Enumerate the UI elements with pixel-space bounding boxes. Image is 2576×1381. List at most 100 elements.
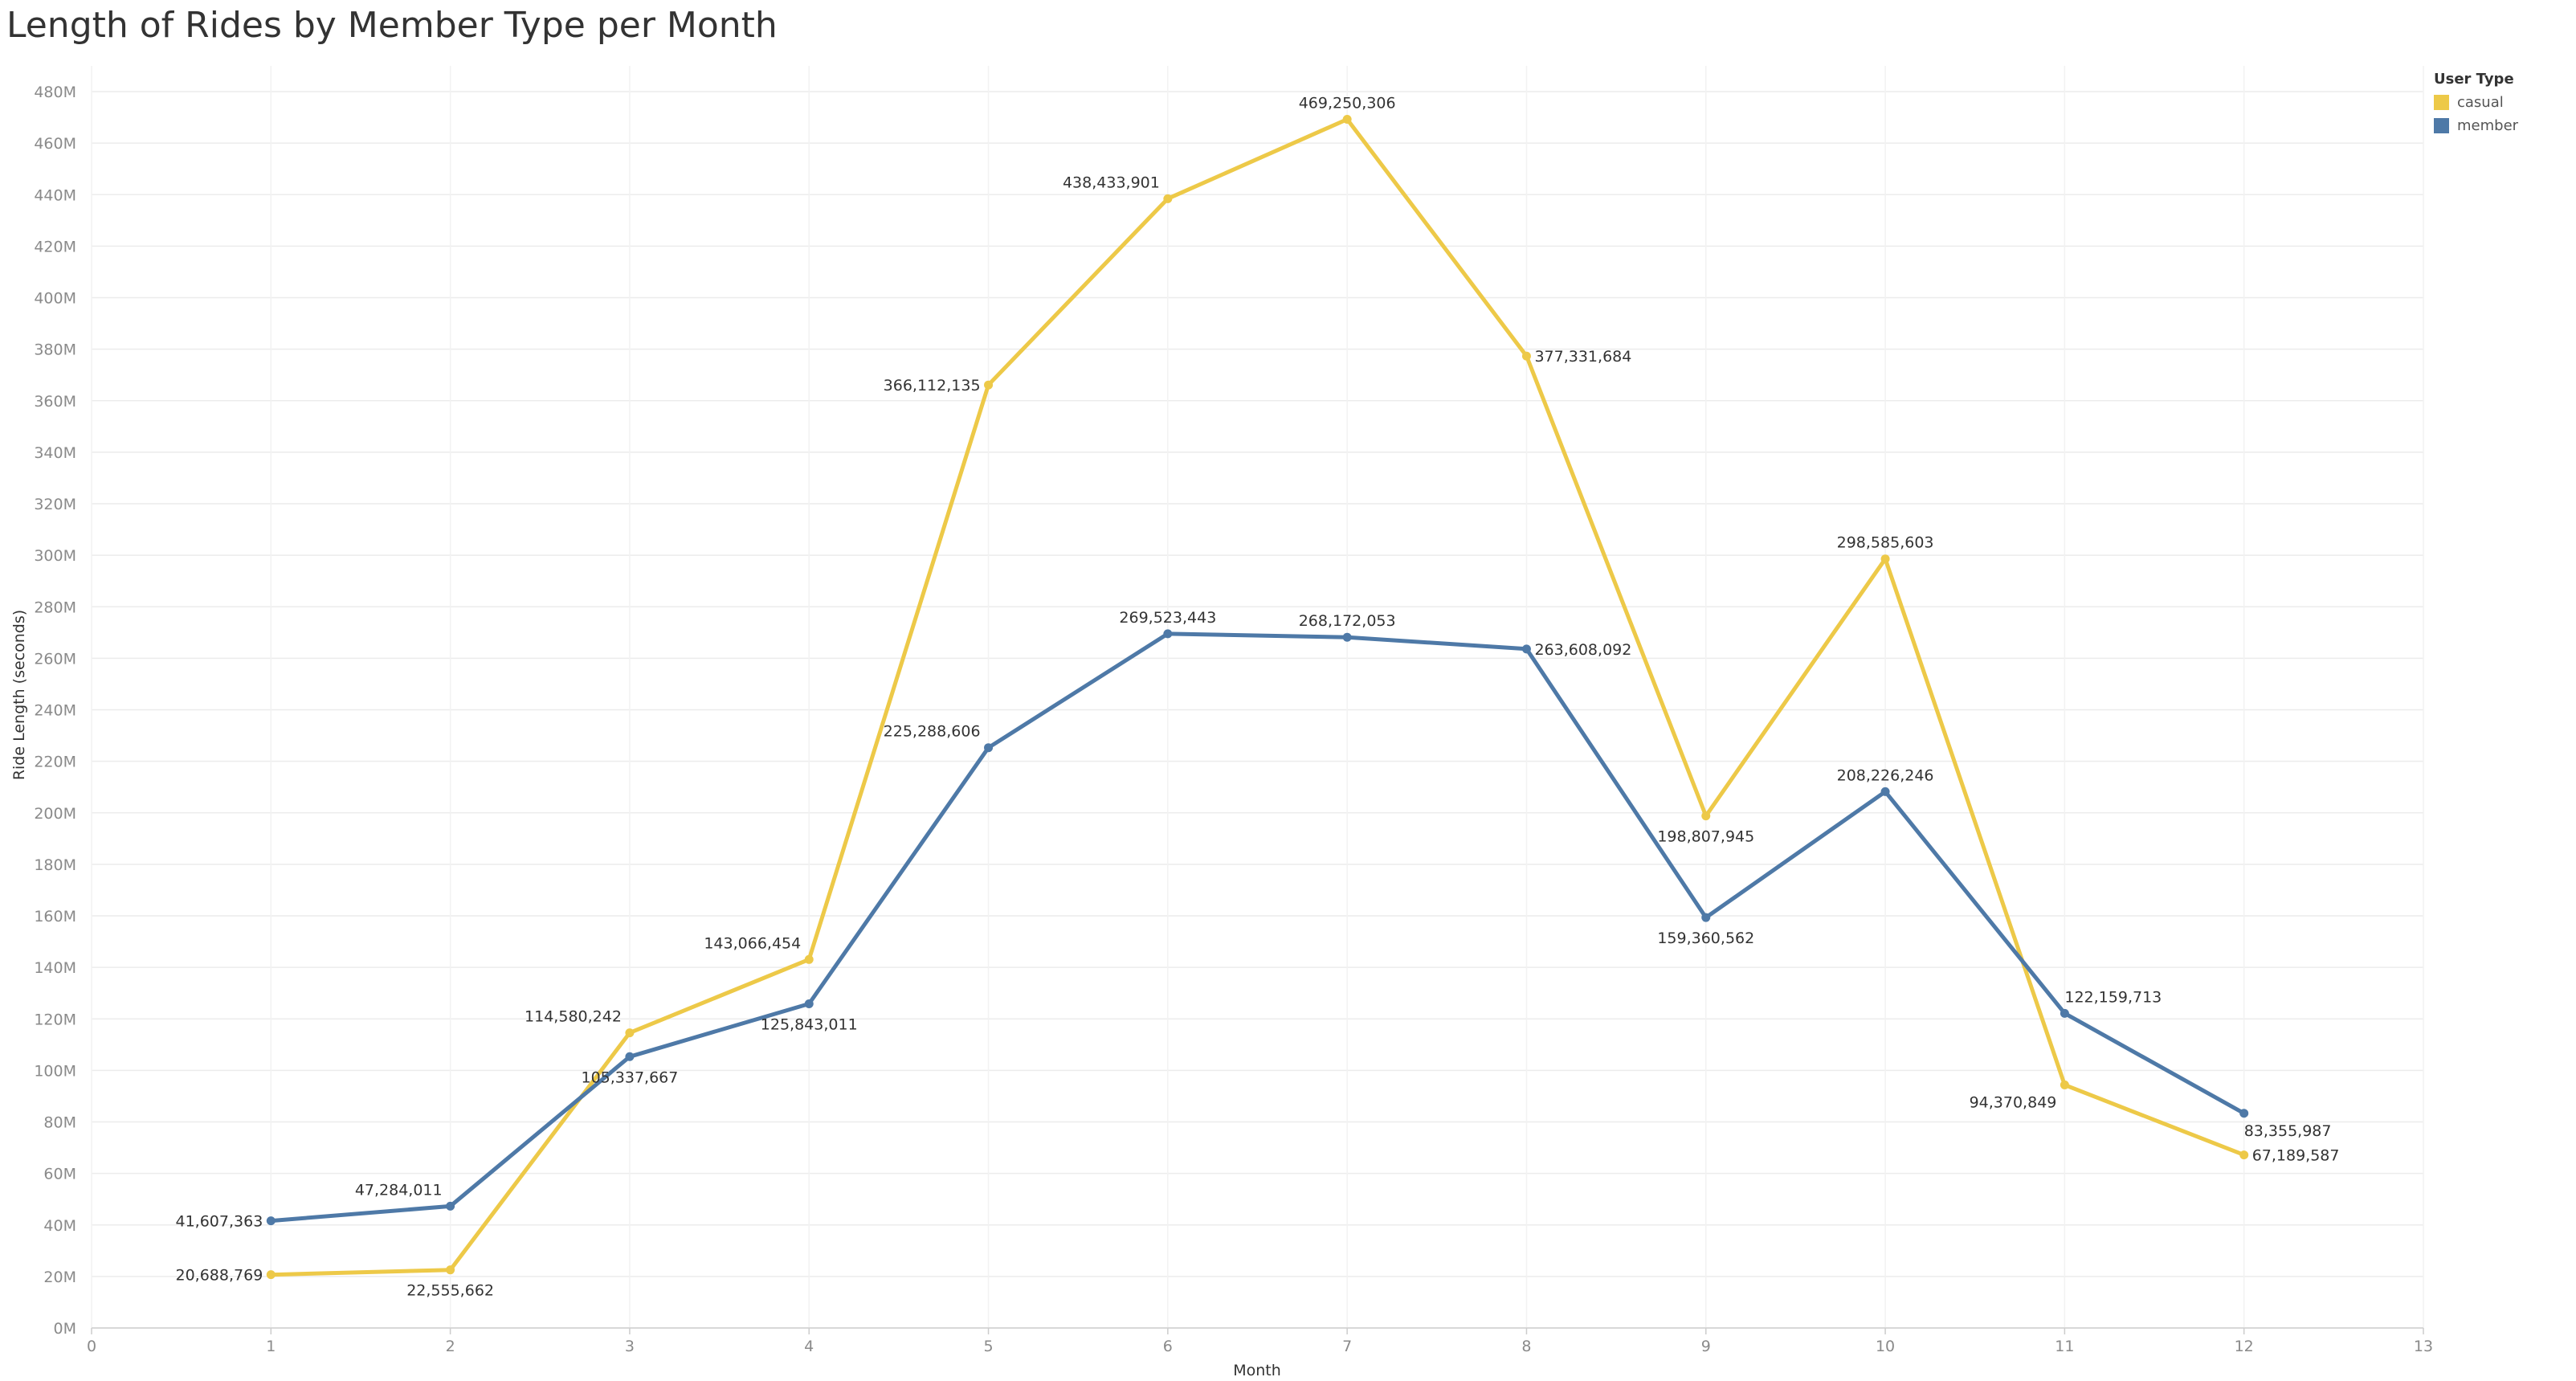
x-tick-label: 5 xyxy=(983,1338,993,1355)
data-point-casual xyxy=(2239,1150,2249,1160)
x-tick-label: 11 xyxy=(2055,1338,2074,1355)
y-tick-label: 100M xyxy=(34,1062,76,1080)
y-tick-label: 160M xyxy=(34,908,76,925)
data-point-member xyxy=(1342,632,1352,642)
legend-label-member: member xyxy=(2457,117,2519,134)
data-point-casual xyxy=(1163,194,1173,203)
data-point-casual xyxy=(1342,115,1352,125)
x-tick-label: 0 xyxy=(87,1338,96,1355)
series-line-member xyxy=(268,631,2247,1224)
data-point-member xyxy=(266,1216,276,1226)
x-tick-label: 1 xyxy=(266,1338,276,1355)
y-tick-label: 0M xyxy=(54,1320,76,1338)
data-label-member: 125,843,011 xyxy=(761,1016,858,1034)
data-point-casual xyxy=(266,1270,276,1280)
y-tick-label: 240M xyxy=(34,702,76,720)
data-point-casual xyxy=(984,380,994,390)
legend-item-casual[interactable]: casual xyxy=(2434,91,2518,114)
y-tick-label: 40M xyxy=(43,1217,76,1235)
y-tick-label: 480M xyxy=(34,84,76,101)
data-label-member: 83,355,987 xyxy=(2244,1122,2332,1140)
y-axis-title: Ride Length (seconds) xyxy=(10,610,28,780)
data-point-casual xyxy=(1880,554,1890,564)
data-label-member: 268,172,053 xyxy=(1299,612,1396,630)
data-point-casual xyxy=(1701,811,1711,821)
data-label-casual: 114,580,242 xyxy=(525,1008,622,1026)
data-point-member xyxy=(2239,1109,2249,1118)
data-point-member xyxy=(2060,1008,2069,1018)
data-label-member: 41,607,363 xyxy=(176,1213,263,1231)
data-point-member xyxy=(1163,629,1173,639)
y-tick-label: 260M xyxy=(34,650,76,668)
y-tick-label: 140M xyxy=(34,959,76,977)
legend-title: User Type xyxy=(2434,71,2514,88)
data-label-member: 159,360,562 xyxy=(1657,930,1754,947)
data-label-member: 269,523,443 xyxy=(1119,609,1216,627)
data-label-member: 263,608,092 xyxy=(1534,641,1631,659)
x-tick-label: 10 xyxy=(1876,1338,1895,1355)
data-label-member: 208,226,246 xyxy=(1837,766,1934,784)
y-tick-label: 280M xyxy=(34,599,76,616)
data-point-casual xyxy=(2060,1080,2069,1089)
x-axis-title: Month xyxy=(1233,1362,1281,1379)
x-tick-label: 13 xyxy=(2414,1338,2433,1355)
y-tick-label: 200M xyxy=(34,805,76,823)
x-tick-label: 2 xyxy=(446,1338,455,1355)
data-label-casual: 438,433,901 xyxy=(1063,174,1160,191)
data-label-casual: 20,688,769 xyxy=(176,1267,263,1285)
x-tick-label: 8 xyxy=(1521,1338,1531,1355)
y-tick-label: 440M xyxy=(34,186,76,204)
legend-swatch-member xyxy=(2434,118,2449,133)
x-tick-label: 12 xyxy=(2235,1338,2254,1355)
data-point-member xyxy=(1880,787,1890,796)
data-point-member xyxy=(804,999,814,1009)
data-label-casual: 366,112,135 xyxy=(884,377,981,394)
data-label-casual: 67,189,587 xyxy=(2252,1147,2340,1165)
x-tick-label: 3 xyxy=(625,1338,635,1355)
data-label-casual: 377,331,684 xyxy=(1534,348,1631,366)
legend-swatch-casual xyxy=(2434,95,2449,110)
legend: User Type casual member xyxy=(2434,71,2518,137)
data-label-layer: 20,688,769 22,555,662 114,580,242 143,066,4… xyxy=(176,95,2340,1300)
data-point-casual xyxy=(804,954,814,964)
x-tick-label: 7 xyxy=(1342,1338,1352,1355)
x-tick-label: 4 xyxy=(804,1338,814,1355)
series-layer xyxy=(266,115,2249,1280)
grid-layer xyxy=(91,66,2424,1329)
data-point-member xyxy=(625,1052,635,1061)
x-tick-label: 6 xyxy=(1163,1338,1173,1355)
legend-label-casual: casual xyxy=(2457,94,2504,111)
y-tick-label: 340M xyxy=(34,444,76,462)
y-tick-label: 420M xyxy=(34,238,76,255)
y-tick-label: 180M xyxy=(34,856,76,874)
y-tick-label: 60M xyxy=(43,1166,76,1183)
data-label-member: 105,337,667 xyxy=(581,1068,678,1086)
chart-title: Length of Rides by Member Type per Month xyxy=(6,5,778,46)
data-point-member xyxy=(446,1201,455,1211)
y-tick-label: 360M xyxy=(34,393,76,411)
data-label-casual: 94,370,849 xyxy=(1970,1093,2057,1111)
y-tick-label: 380M xyxy=(34,341,76,359)
y-tick-label: 20M xyxy=(43,1269,76,1286)
y-tick-label: 460M xyxy=(34,135,76,153)
data-point-member xyxy=(1521,644,1531,654)
y-tick-label: 220M xyxy=(34,754,76,771)
data-label-casual: 298,585,603 xyxy=(1837,534,1934,552)
data-label-member: 122,159,713 xyxy=(2064,988,2162,1006)
y-tick-label: 400M xyxy=(34,290,76,308)
axis-layer: 0M20M40M60M80M100M120M140M160M180M200M22… xyxy=(34,84,2433,1355)
data-label-member: 47,284,011 xyxy=(355,1181,443,1199)
y-tick-label: 320M xyxy=(34,496,76,513)
data-point-member xyxy=(984,743,994,753)
data-point-casual xyxy=(1521,351,1531,361)
y-tick-label: 80M xyxy=(43,1114,76,1132)
x-tick-label: 9 xyxy=(1701,1338,1711,1355)
data-label-casual: 143,066,454 xyxy=(704,934,801,952)
data-point-casual xyxy=(446,1265,455,1275)
data-label-member: 225,288,606 xyxy=(884,723,981,741)
legend-item-member[interactable]: member xyxy=(2434,114,2518,137)
data-label-casual: 22,555,662 xyxy=(406,1282,494,1300)
data-label-casual: 198,807,945 xyxy=(1657,828,1754,846)
data-point-casual xyxy=(625,1028,635,1038)
